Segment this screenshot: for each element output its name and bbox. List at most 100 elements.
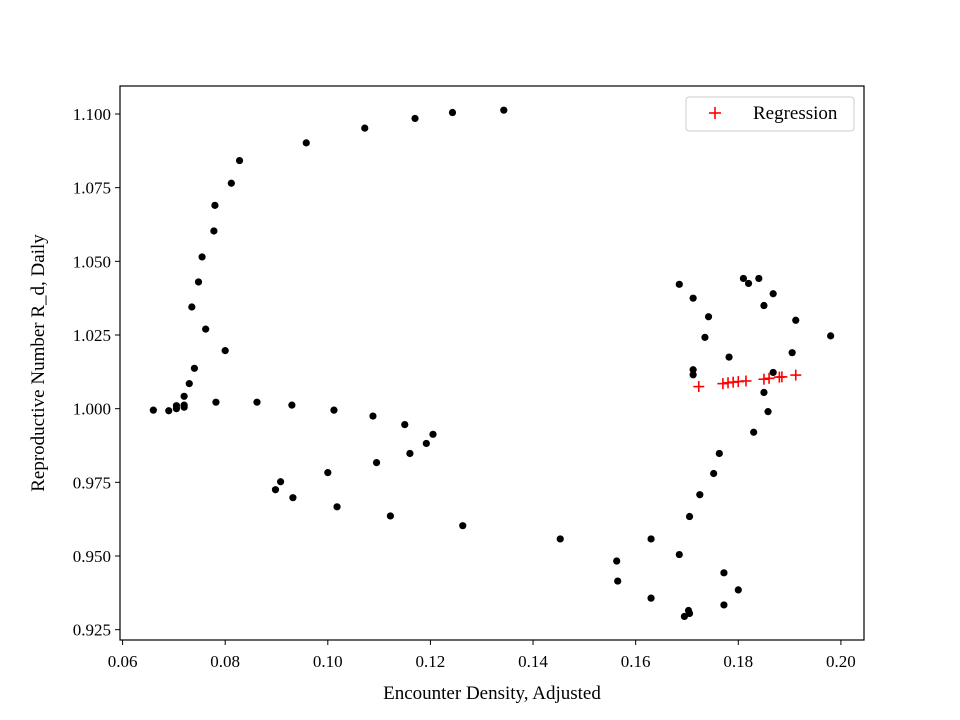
data-point xyxy=(720,569,728,577)
plot-frame xyxy=(119,85,865,641)
data-point xyxy=(401,420,409,429)
y-axis: 0.925 0.950 0.975 1.000 1.025 1.050 1.075 1.100 xyxy=(73,105,120,640)
data-point xyxy=(448,108,457,117)
data-point xyxy=(406,449,414,458)
data-point xyxy=(675,550,683,559)
y-tick-label: 1.100 xyxy=(73,105,111,124)
data-point xyxy=(190,364,198,372)
data-point xyxy=(411,114,419,123)
legend-label-regression: Regression xyxy=(753,103,838,124)
data-point xyxy=(185,380,193,388)
data-point xyxy=(235,156,244,165)
data-point xyxy=(647,594,655,602)
legend-marker-plus xyxy=(709,107,721,119)
data-point xyxy=(685,609,694,618)
data-point xyxy=(288,401,296,409)
data-point xyxy=(755,274,763,283)
data-point xyxy=(221,347,229,355)
legend: Regression xyxy=(685,96,855,132)
data-point xyxy=(827,332,835,340)
data-point xyxy=(715,449,723,458)
data-point xyxy=(710,469,718,478)
data-point xyxy=(333,503,341,511)
data-point xyxy=(788,349,796,357)
data-point xyxy=(689,366,697,374)
data-point xyxy=(302,139,310,147)
data-point xyxy=(744,279,753,288)
data-point xyxy=(725,353,733,361)
data-point xyxy=(613,557,621,565)
data-point xyxy=(149,406,157,414)
data-point xyxy=(188,303,196,311)
data-point xyxy=(212,398,220,406)
data-point xyxy=(271,486,280,494)
data-point xyxy=(422,439,430,448)
data-point xyxy=(760,388,768,397)
data-point xyxy=(750,428,758,436)
x-tick-label: 0.14 xyxy=(518,652,548,671)
data-point xyxy=(277,478,285,486)
regression-point xyxy=(740,375,752,387)
data-point xyxy=(459,522,467,530)
data-point xyxy=(194,278,203,286)
y-tick-label: 1.050 xyxy=(73,252,111,271)
regression-point xyxy=(717,378,729,390)
data-point xyxy=(372,459,381,467)
y-tick-label: 0.975 xyxy=(73,473,111,492)
data-point xyxy=(361,124,369,132)
data-point xyxy=(386,512,395,520)
data-point xyxy=(211,201,219,209)
data-point xyxy=(429,430,437,438)
data-point xyxy=(704,313,713,321)
y-axis-label: Reproductive Number R_d, Daily xyxy=(28,234,49,492)
data-point xyxy=(180,401,188,409)
regression-point xyxy=(763,372,775,384)
data-point xyxy=(330,406,338,414)
data-point xyxy=(500,106,508,114)
data-point xyxy=(689,371,697,379)
x-tick-label: 0.10 xyxy=(313,652,343,671)
data-point xyxy=(253,398,261,406)
x-tick-label: 0.18 xyxy=(723,652,753,671)
y-tick-label: 1.025 xyxy=(73,326,111,345)
x-axis: 0.06 0.08 0.10 0.12 0.14 0.16 0.18 0.20 xyxy=(108,640,856,671)
data-point xyxy=(647,535,655,543)
data-point xyxy=(227,179,235,187)
data-point xyxy=(614,577,622,585)
x-tick-label: 0.16 xyxy=(621,652,651,671)
data-point xyxy=(172,402,181,410)
data-point xyxy=(689,294,697,302)
y-tick-label: 1.075 xyxy=(73,179,111,198)
data-point xyxy=(180,392,188,400)
regression-point xyxy=(758,373,770,385)
data-point xyxy=(696,491,704,499)
data-point xyxy=(202,325,210,333)
data-point xyxy=(210,227,218,235)
data-point xyxy=(739,274,748,283)
data-point xyxy=(720,601,728,609)
x-tick-label: 0.20 xyxy=(826,652,856,671)
y-tick-label: 0.925 xyxy=(73,621,111,640)
data-point xyxy=(734,586,742,594)
plot-marks xyxy=(149,106,835,621)
data-point xyxy=(685,512,694,521)
regression-point xyxy=(776,371,788,383)
regression-point xyxy=(790,369,802,381)
data-point xyxy=(289,494,297,502)
data-point xyxy=(760,301,768,310)
data-point xyxy=(324,469,332,477)
data-point xyxy=(769,368,777,377)
data-point xyxy=(769,290,777,298)
x-axis-label: Encounter Density, Adjusted xyxy=(383,683,601,704)
x-tick-label: 0.06 xyxy=(108,652,138,671)
x-tick-label: 0.08 xyxy=(210,652,240,671)
data-point xyxy=(369,412,377,420)
legend-box xyxy=(685,96,855,132)
x-tick-label: 0.12 xyxy=(416,652,446,671)
y-tick-label: 0.950 xyxy=(73,547,111,566)
data-point xyxy=(198,253,206,261)
regression-point xyxy=(693,381,705,393)
data-point xyxy=(556,535,564,543)
data-point xyxy=(675,280,683,288)
